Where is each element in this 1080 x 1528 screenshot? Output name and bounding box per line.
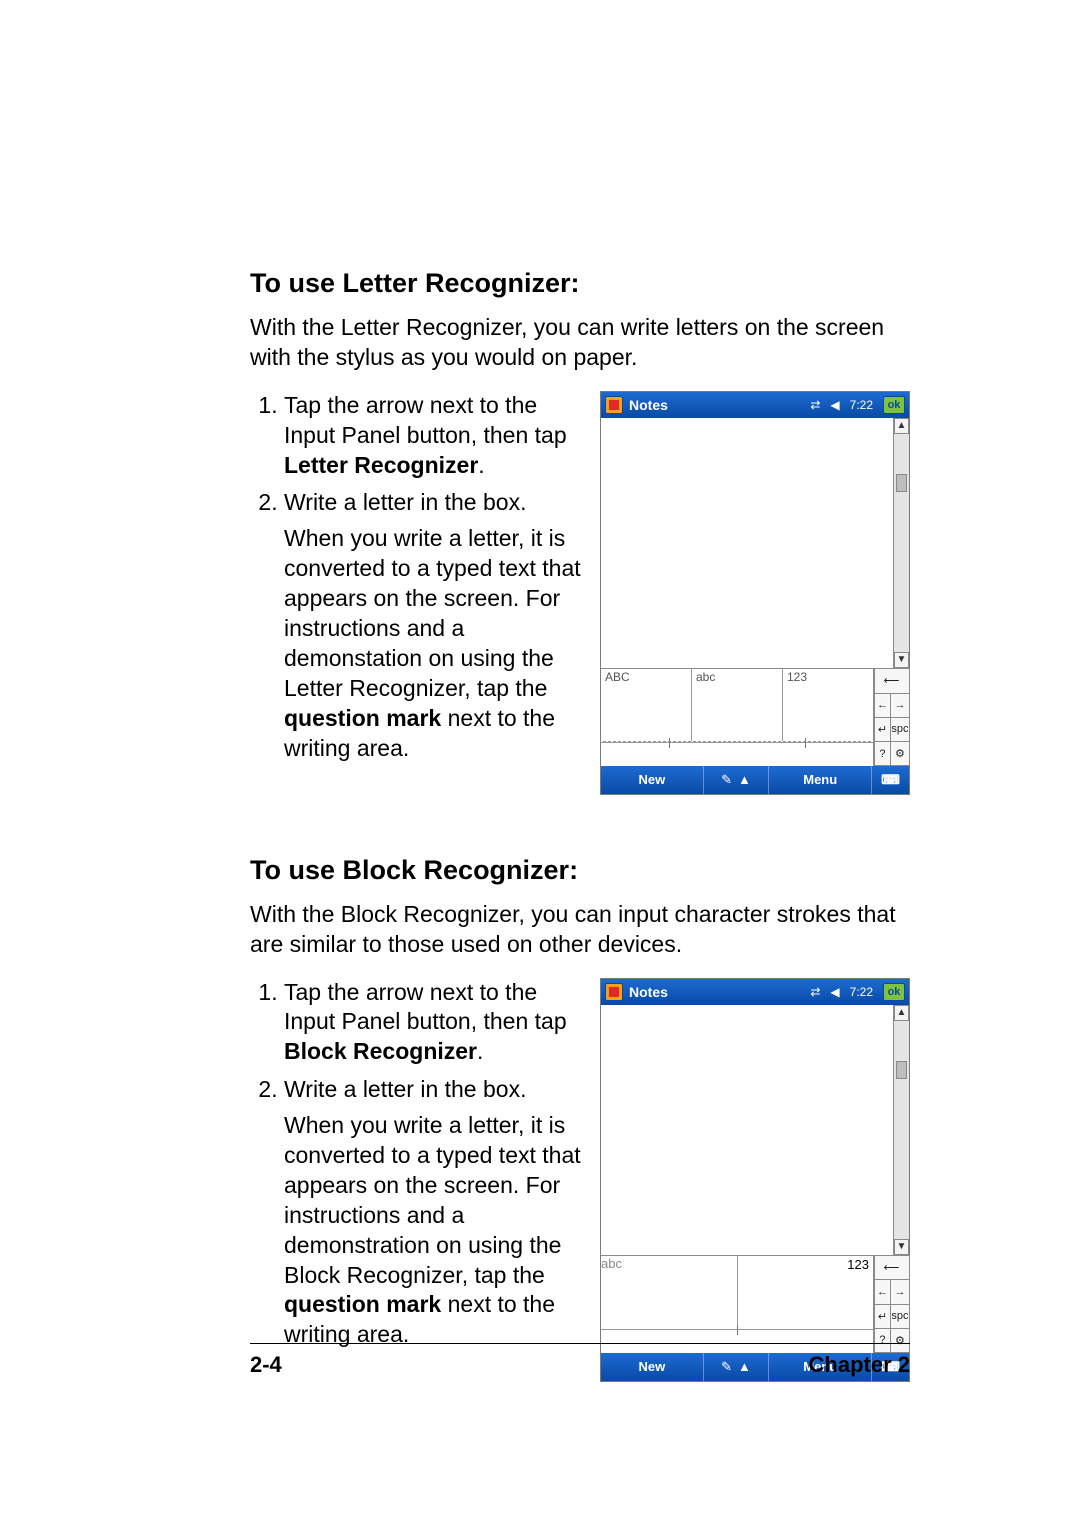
step1-bold: Block Recognizer (284, 1038, 477, 1064)
heading-letter: To use Letter Recognizer: (250, 268, 910, 299)
scroll-track[interactable] (894, 434, 909, 652)
step2-body-bold: question mark (284, 1291, 441, 1317)
wm-device: Notes ⇄ ◀ 7:22 ok ▲ ▼ (600, 978, 910, 1382)
zone-letters[interactable]: abc (601, 1256, 737, 1329)
zone-numbers[interactable]: 123 (738, 1256, 874, 1329)
wm-titlebar[interactable]: Notes ⇄ ◀ 7:22 ok (601, 979, 909, 1005)
scrollbar[interactable]: ▲ ▼ (893, 418, 909, 668)
scrollbar[interactable]: ▲ ▼ (893, 1005, 909, 1255)
section-letter-recognizer: To use Letter Recognizer: With the Lette… (250, 268, 910, 795)
zone-uppercase[interactable]: ABC (601, 669, 691, 741)
space-button[interactable]: spc (890, 1304, 909, 1329)
scroll-up-button[interactable]: ▲ (894, 418, 909, 434)
intro-letter: With the Letter Recognizer, you can writ… (250, 313, 910, 373)
backspace-button[interactable]: ⟵ (874, 668, 910, 693)
volume-icon[interactable]: ◀ (830, 985, 839, 999)
clock-text: 7:22 (850, 398, 873, 412)
enter-button[interactable]: ↵ (874, 717, 892, 742)
screenshot-block-recognizer: Notes ⇄ ◀ 7:22 ok ▲ ▼ (600, 978, 910, 1382)
scroll-thumb[interactable] (896, 474, 907, 492)
step-2: Write a letter in the box. When you writ… (284, 1075, 582, 1350)
intro-block: With the Block Recognizer, you can input… (250, 900, 910, 960)
page-footer: 2-4 Chapter 2 (250, 1343, 910, 1378)
wm-title: Notes (629, 984, 668, 1000)
pen-icon: ✎ (721, 772, 732, 788)
note-area[interactable]: ▲ ▼ (601, 418, 909, 668)
menubar-new[interactable]: New (601, 766, 704, 794)
scroll-thumb[interactable] (896, 1061, 907, 1079)
wm-menubar: New ✎ ▲ Menu ⌨ (601, 766, 909, 794)
wm-device: Notes ⇄ ◀ 7:22 ok ▲ ▼ (600, 391, 910, 795)
step2-body-pre: When you write a letter, it is converted… (284, 525, 581, 700)
step-1: Tap the arrow next to the Input Panel bu… (284, 391, 582, 481)
step2-lead: Write a letter in the box. (284, 489, 526, 515)
step2-lead: Write a letter in the box. (284, 1076, 526, 1102)
left-button[interactable]: ← (874, 693, 892, 718)
menubar-tools[interactable]: ✎ ▲ (704, 766, 770, 794)
enter-button[interactable]: ↵ (874, 1304, 892, 1329)
recognizer-side-buttons: ⟵ ← → ↵ spc ? ⚙ (873, 1256, 909, 1353)
start-icon[interactable] (605, 396, 623, 414)
zone-numeric[interactable]: 123 (782, 669, 873, 741)
screenshot-letter-recognizer: Notes ⇄ ◀ 7:22 ok ▲ ▼ (600, 391, 910, 795)
rec-baseline (601, 742, 873, 766)
step-1: Tap the arrow next to the Input Panel bu… (284, 978, 582, 1068)
step1-post: . (478, 452, 484, 478)
wm-title: Notes (629, 397, 668, 413)
help-button[interactable]: ? (874, 741, 892, 766)
wm-titlebar[interactable]: Notes ⇄ ◀ 7:22 ok (601, 392, 909, 418)
step2-body-pre: When you write a letter, it is converted… (284, 1112, 581, 1287)
space-button[interactable]: spc (890, 717, 909, 742)
scroll-down-button[interactable]: ▼ (894, 652, 909, 668)
manual-page: To use Letter Recognizer: With the Lette… (0, 0, 1080, 1528)
page-number: 2-4 (250, 1352, 282, 1378)
step1-post: . (477, 1038, 483, 1064)
scroll-down-button[interactable]: ▼ (894, 1239, 909, 1255)
backspace-button[interactable]: ⟵ (874, 1255, 910, 1280)
zone-lowercase[interactable]: abc (691, 669, 782, 741)
heading-block: To use Block Recognizer: (250, 855, 910, 886)
step1-pre: Tap the arrow next to the Input Panel bu… (284, 979, 567, 1035)
step-2: Write a letter in the box. When you writ… (284, 488, 582, 763)
scroll-up-button[interactable]: ▲ (894, 1005, 909, 1021)
clock-text: 7:22 (850, 985, 873, 999)
recognizer-side-buttons: ⟵ ← → ↵ spc ? ⚙ (873, 669, 909, 766)
left-button[interactable]: ← (874, 1279, 892, 1304)
right-button[interactable]: → (890, 693, 909, 718)
connectivity-icon[interactable]: ⇄ (810, 985, 820, 999)
step2-body-bold: question mark (284, 705, 441, 731)
step2-body: When you write a letter, it is converted… (284, 1111, 582, 1350)
instructions-block: Tap the arrow next to the Input Panel bu… (250, 978, 582, 1382)
block-recognizer-panel[interactable]: abc 123 ⟵ ← → ↵ (601, 1255, 909, 1353)
volume-icon[interactable]: ◀ (830, 398, 839, 412)
right-button[interactable]: → (890, 1279, 909, 1304)
start-icon[interactable] (605, 983, 623, 1001)
ok-button[interactable]: ok (883, 396, 905, 414)
letter-recognizer-panel[interactable]: ABC abc 123 ⟵ ← → (601, 668, 909, 766)
menubar-menu[interactable]: Menu (769, 766, 872, 794)
scroll-track[interactable] (894, 1021, 909, 1239)
options-button[interactable]: ⚙ (890, 741, 909, 766)
arrow-up-icon: ▲ (738, 772, 751, 787)
instructions-letter: Tap the arrow next to the Input Panel bu… (250, 391, 582, 795)
step1-bold: Letter Recognizer (284, 452, 478, 478)
step2-body: When you write a letter, it is converted… (284, 524, 582, 763)
section-block-recognizer: To use Block Recognizer: With the Block … (250, 855, 910, 1382)
note-area[interactable]: ▲ ▼ (601, 1005, 909, 1255)
ok-button[interactable]: ok (883, 983, 905, 1001)
connectivity-icon[interactable]: ⇄ (810, 398, 820, 412)
step1-pre: Tap the arrow next to the Input Panel bu… (284, 392, 567, 448)
menubar-keyboard[interactable]: ⌨ (872, 766, 909, 794)
chapter-label: Chapter 2 (809, 1352, 910, 1378)
